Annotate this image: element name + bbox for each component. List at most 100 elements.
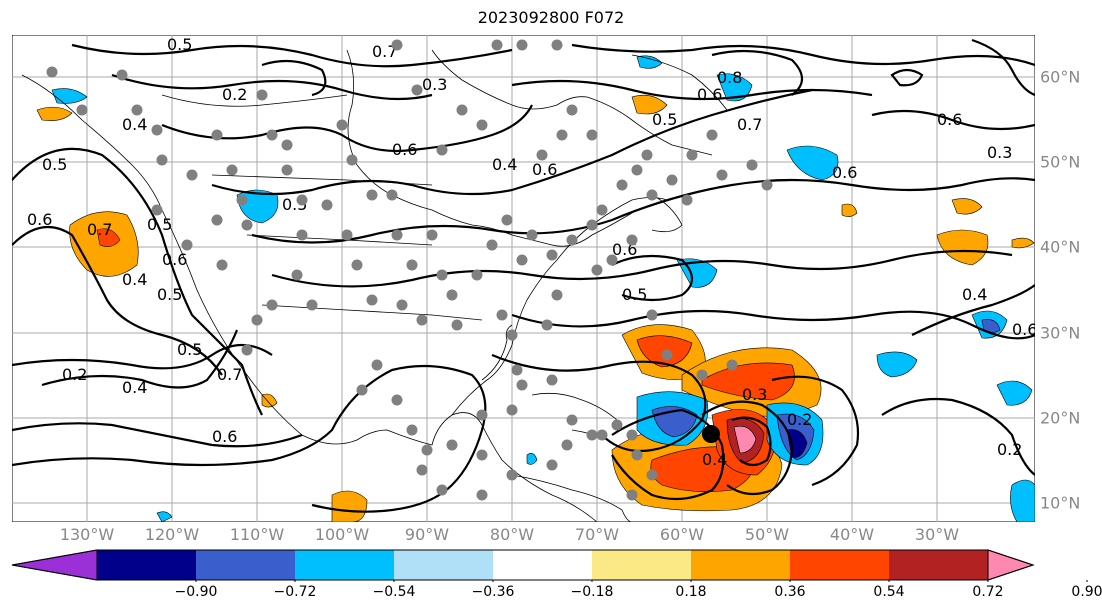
station-dot <box>296 229 308 241</box>
station-dot <box>476 489 488 501</box>
station-dot <box>591 264 603 276</box>
station-dot <box>251 314 263 326</box>
anomaly-negative <box>876 351 918 378</box>
station-dot <box>256 89 268 101</box>
station-dot <box>366 189 378 201</box>
station-dot <box>726 359 738 371</box>
colorbar-tick-label: 0.36 <box>774 584 806 600</box>
station-dot <box>281 139 293 151</box>
station-dot <box>151 204 163 216</box>
contour-label: 0.6 <box>392 140 417 159</box>
station-dot <box>566 234 578 246</box>
colorbar-outline <box>11 549 1035 581</box>
contour-label: 0.6 <box>532 160 557 179</box>
contour-label: 0.3 <box>422 75 447 94</box>
station-dot <box>211 214 223 226</box>
contour-label: 0.5 <box>147 215 172 234</box>
station-dot <box>391 394 403 406</box>
colorbar-tick-label: −0.72 <box>273 584 317 600</box>
latitude-label: 20°N <box>1040 408 1081 428</box>
colorbar-tick-label: 0.54 <box>873 584 905 600</box>
station-dot <box>706 129 718 141</box>
station-dot <box>131 104 143 116</box>
anomaly-negative <box>636 55 663 69</box>
colorbar-tick-label: −0.18 <box>570 584 614 600</box>
station-dot <box>666 174 678 186</box>
weather-map: 0.5 0.70.20.40.50.60.7 0.50.80.60.40.50.60… <box>12 35 1035 522</box>
contour-label: 0.4 <box>122 115 147 134</box>
colorbar-swatch <box>394 550 494 580</box>
station-dot <box>241 219 253 231</box>
station-dot <box>236 194 248 206</box>
longitude-label: 30°W <box>914 525 960 544</box>
station-dot <box>641 149 653 161</box>
colorbar-swatch <box>295 550 395 580</box>
station-dot <box>476 449 488 461</box>
anomaly-negative <box>236 189 279 224</box>
station-dot <box>421 444 433 456</box>
anomaly-negative <box>716 73 753 102</box>
contour-label: 0.7 <box>87 220 112 239</box>
station-dot <box>501 214 513 226</box>
anomaly-negative <box>1010 479 1035 522</box>
station-dot <box>406 259 418 271</box>
station-dot <box>506 404 518 416</box>
station-dot <box>681 194 693 206</box>
anomaly-negative <box>156 511 173 522</box>
longitude-label: 80°W <box>489 525 535 544</box>
station-dot <box>446 439 458 451</box>
contour-label: 0.6 <box>697 85 722 104</box>
station-dot <box>426 229 438 241</box>
station-dot <box>391 39 403 51</box>
station-dot <box>411 84 423 96</box>
contour-label: 0.5 <box>177 340 202 359</box>
contour-label: 0.6 <box>212 427 237 446</box>
station-dot <box>471 269 483 281</box>
station-dot <box>396 299 408 311</box>
colorbar-tick-label: 0.72 <box>972 584 1004 600</box>
latitude-label: 10°N <box>1040 493 1081 513</box>
anomaly-positive <box>96 228 121 247</box>
station-dot <box>476 119 488 131</box>
contour-label: 0.6 <box>27 210 52 229</box>
colorbar-tick-label: −0.36 <box>471 584 515 600</box>
anomaly-positive <box>631 94 668 115</box>
station-dot <box>476 409 488 421</box>
longitude-label: 40°W <box>829 525 875 544</box>
longitude-label: 70°W <box>574 525 620 544</box>
map-title: 2023092800 F072 <box>477 8 625 27</box>
station-dot <box>156 154 168 166</box>
station-dot <box>546 249 558 261</box>
contour-label: 0.5 <box>622 285 647 304</box>
longitude-label: 100°W <box>314 525 370 544</box>
station-dot <box>516 254 528 266</box>
station-dot <box>561 439 573 451</box>
station-dot <box>631 449 643 461</box>
station-dot <box>186 169 198 181</box>
station-dot <box>596 429 608 441</box>
station-dot <box>541 319 553 331</box>
contour-label: 0.6 <box>162 250 187 269</box>
station-dot <box>391 229 403 241</box>
station-dot <box>341 229 353 241</box>
contour-label: 0.4 <box>122 378 147 397</box>
station-dot <box>556 129 568 141</box>
station-dot <box>506 469 518 481</box>
contour-label: 0.5 <box>42 155 67 174</box>
contour-label: 0.2 <box>62 365 87 384</box>
station-dot <box>746 159 758 171</box>
contour-label: 0.3 <box>742 385 767 404</box>
colorbar-swatch <box>889 550 989 580</box>
contour-lines <box>12 38 1035 513</box>
station-dot <box>371 359 383 371</box>
station-markers <box>46 39 773 501</box>
longitude-label: 130°W <box>59 525 115 544</box>
contour-label: 0.4 <box>492 155 517 174</box>
station-dot <box>616 179 628 191</box>
contour-label: 0.4 <box>702 450 727 469</box>
station-dot <box>516 379 528 391</box>
colorbar-swatch <box>493 550 593 580</box>
contour-label: 0.4 <box>962 285 987 304</box>
station-dot <box>406 424 418 436</box>
station-dot <box>211 129 223 141</box>
